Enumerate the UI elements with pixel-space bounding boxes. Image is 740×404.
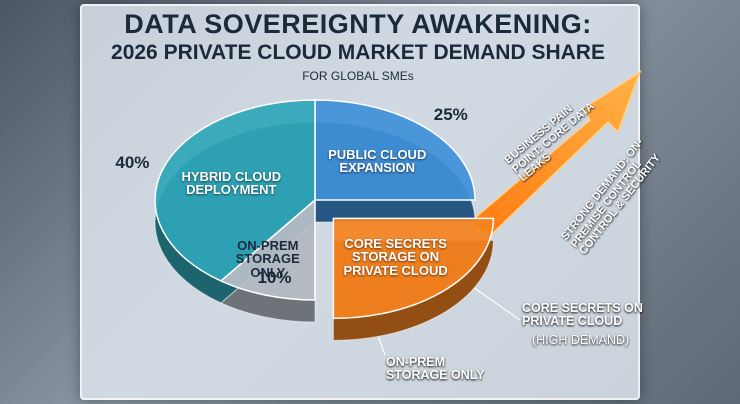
growth-arrow (468, 70, 642, 237)
callout-label: CORE SECRETS ON PRIVATE CLOUD (522, 301, 643, 329)
slice-label: CORE SECRETS STORAGE ON PRIVATE CLOUD (343, 235, 448, 279)
value-label: 40% (115, 152, 150, 172)
pie-slice (332, 217, 495, 320)
value-label: 10% (257, 267, 292, 287)
chart-note: FOR GLOBAL SMEs (302, 69, 414, 83)
slice-label: PUBLIC CLOUD EXPANSION (328, 146, 427, 176)
pie-slice (314, 99, 476, 201)
value-label: 25% (433, 105, 468, 125)
callout-label: ON-PREM STORAGE ONLY (386, 355, 485, 383)
pie-slice (219, 198, 316, 301)
chart-subtitle: 2026 PRIVATE CLOUD MARKET DEMAND SHARE (111, 41, 605, 64)
callout-line (469, 284, 521, 321)
callout-note: (HIGH DEMAND) (532, 333, 630, 347)
pie-slice (154, 99, 316, 282)
chart-title: DATA SOVEREIGNTY AWAKENING: (124, 9, 592, 39)
slice-label: HYBRID CLOUD DEPLOYMENT (181, 168, 282, 198)
slice-label: ON-PREM STORAGE ONLY (235, 237, 300, 281)
